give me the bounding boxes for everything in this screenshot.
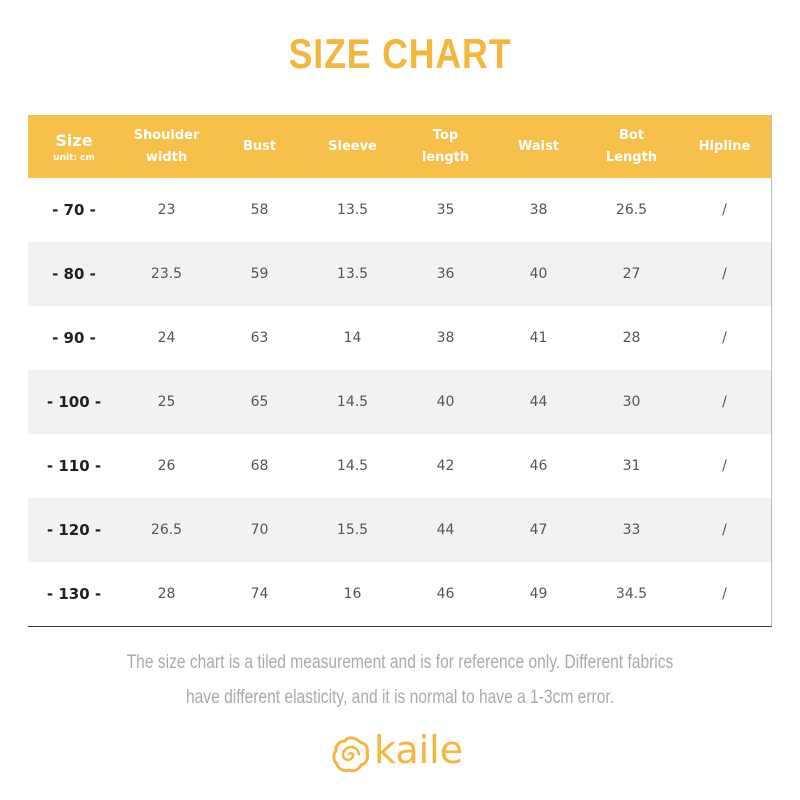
size-label: - 80 -	[52, 265, 96, 283]
table-cell: 28	[622, 330, 641, 346]
header-cell: Waist	[492, 136, 585, 158]
table-cell: /	[722, 522, 727, 538]
table-cell: 35	[436, 202, 455, 218]
table-cell: 13.5	[336, 266, 369, 282]
header-label: Bot Length	[605, 127, 658, 165]
table-cell: 41	[529, 330, 548, 346]
table-cell: 68	[250, 458, 269, 474]
size-label: - 130 -	[46, 585, 102, 603]
table-cell: 26.5	[150, 522, 183, 538]
size-label: - 100 -	[46, 393, 102, 411]
size-label: - 90 -	[52, 329, 96, 347]
table-row: - 130 - 28 74 16 46 49 34.5 /	[28, 562, 771, 626]
table-cell: 49	[529, 586, 548, 602]
header-cell: Size unit: cm	[28, 130, 120, 164]
table-row: - 90 - 24 63 14 38 41 28 /	[28, 306, 771, 370]
table-cell: 23	[157, 202, 176, 218]
header-cell: Shoulder width	[120, 125, 213, 169]
table-cell: 14.5	[336, 394, 369, 410]
table-cell: 44	[529, 394, 548, 410]
table-cell: 26	[157, 458, 176, 474]
header-cell: Sleeve	[306, 136, 399, 158]
table-row: - 120 - 26.5 70 15.5 44 47 33 /	[28, 498, 771, 562]
table-cell: 36	[436, 266, 455, 282]
note: The size chart is a tiled measurement an…	[126, 652, 674, 708]
table-cell: 31	[622, 458, 641, 474]
table-cell: 65	[250, 394, 269, 410]
table-row: - 80 - 23.5 59 13.5 36 40 27 /	[28, 242, 771, 306]
table-cell: 58	[250, 202, 269, 218]
table-row: - 70 - 23 58 13.5 35 38 26.5 /	[28, 178, 771, 242]
table-cell: 23.5	[150, 266, 183, 282]
logo-icon	[332, 736, 370, 773]
unit: unit: cm	[53, 152, 95, 163]
table-cell: 40	[436, 394, 455, 410]
table-cell: 26.5	[615, 202, 648, 218]
table-cell: 70	[250, 522, 269, 538]
table-row: - 100 - 25 65 14.5 40 44 30 /	[28, 370, 771, 434]
table-cell: 47	[529, 522, 548, 538]
table-cell: 38	[436, 330, 455, 346]
header-cell: Hipline	[678, 136, 771, 158]
size-table: Size unit: cm Shoulder width Bust Sleeve To…	[28, 115, 772, 627]
table-cell: 59	[250, 266, 269, 282]
size-label: - 110 -	[46, 457, 102, 475]
header-row: Size unit: cm Shoulder width Bust Sleeve To…	[28, 115, 771, 178]
table-cell: 33	[622, 522, 641, 538]
table-cell: 25	[157, 394, 176, 410]
table-cell: 74	[250, 586, 269, 602]
header-cell: Bot Length	[585, 125, 678, 169]
table-cell: 46	[436, 586, 455, 602]
table-row: - 110 - 26 68 14.5 42 46 31 /	[28, 434, 771, 498]
title: SIZE CHART	[288, 30, 512, 77]
header-label: Bust	[242, 138, 277, 154]
table-cell: /	[722, 202, 727, 218]
header-label: Waist	[517, 138, 560, 154]
header-label: Hipline	[698, 138, 751, 154]
table-cell: /	[722, 586, 727, 602]
table-cell: 44	[436, 522, 455, 538]
table-cell: /	[722, 394, 727, 410]
table-cell: /	[722, 458, 727, 474]
header-label: Top length	[421, 127, 470, 165]
header-cell: Bust	[213, 136, 306, 158]
table-cell: /	[722, 330, 727, 346]
table-cell: 34.5	[615, 586, 648, 602]
table-cell: 16	[343, 586, 362, 602]
size-label: - 120 -	[46, 521, 102, 539]
table-cell: 14.5	[336, 458, 369, 474]
size-label: - 70 -	[52, 201, 96, 219]
table-cell: 42	[436, 458, 455, 474]
table-cell: 27	[622, 266, 641, 282]
table-cell: 46	[529, 458, 548, 474]
header-label: Shoulder width	[133, 127, 200, 165]
table-cell: 15.5	[336, 522, 369, 538]
header-cell: Top length	[399, 125, 492, 169]
table-cell: 63	[250, 330, 269, 346]
table-cell: /	[722, 266, 727, 282]
table-cell: 13.5	[336, 202, 369, 218]
brand-logo: kaile	[330, 728, 480, 778]
table-cell: 38	[529, 202, 548, 218]
size-header: Size	[55, 130, 93, 150]
table-cell: 30	[622, 394, 641, 410]
table-cell: 28	[157, 586, 176, 602]
header-label: Sleeve	[328, 138, 377, 154]
table-cell: 40	[529, 266, 548, 282]
table-cell: 14	[343, 330, 362, 346]
brand-name: kaile	[374, 728, 464, 772]
table-cell: 24	[157, 330, 176, 346]
